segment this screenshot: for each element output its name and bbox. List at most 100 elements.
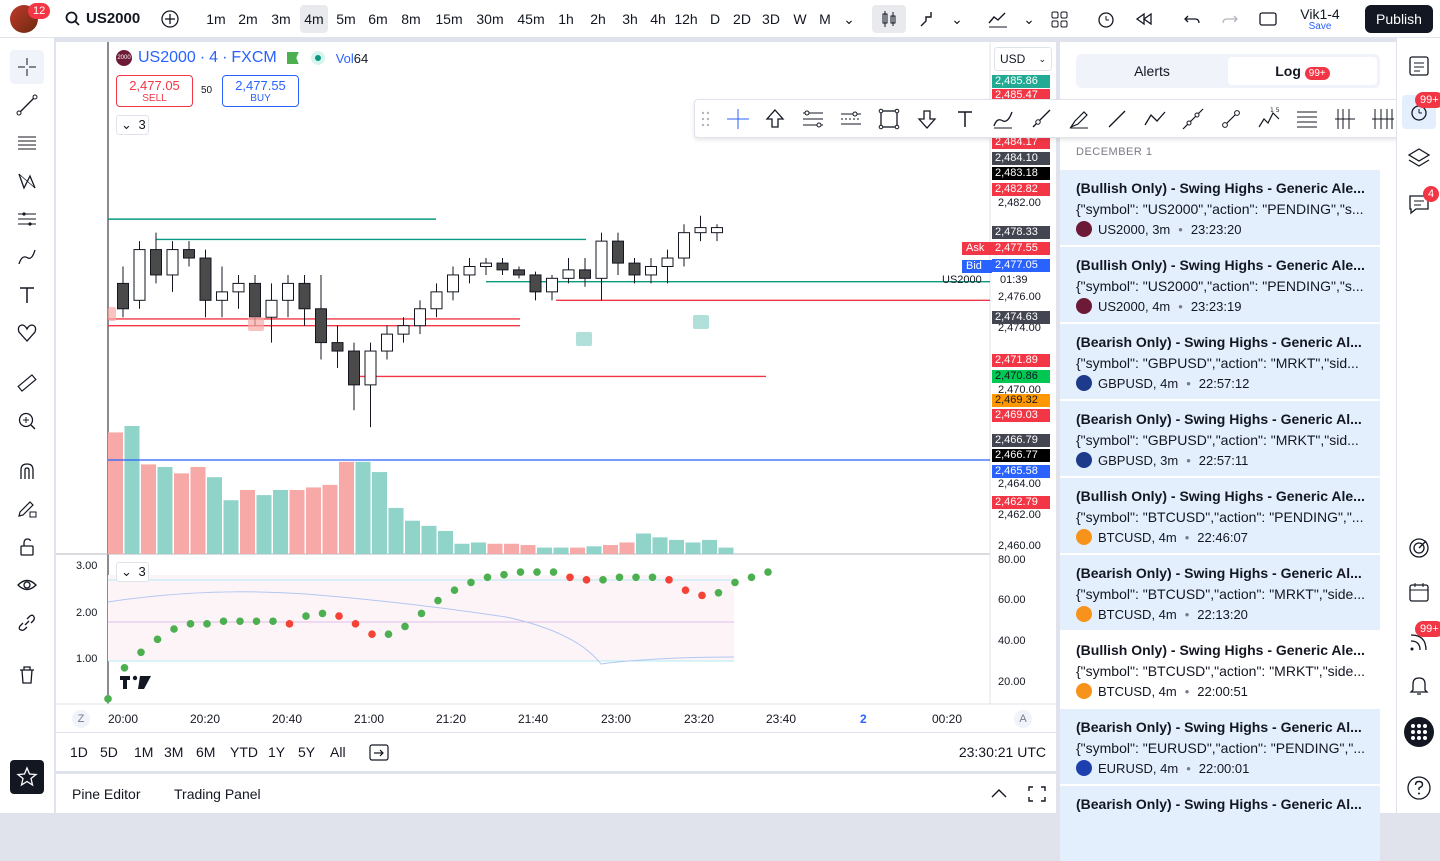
alert-log-item[interactable]: (Bearish Only) - Swing Highs - Generic A… [1060,786,1380,861]
chart-type-dropdown[interactable]: ⌄ [951,11,963,27]
magnet-tool[interactable] [10,454,44,488]
range-1M[interactable]: 1M [134,744,154,760]
flag-icon[interactable] [286,52,299,64]
indicators-dropdown[interactable]: ⌄ [1023,11,1035,27]
dt-trendline[interactable] [1103,105,1131,133]
zoom-tool[interactable] [10,404,44,438]
dt-parallel-channel[interactable] [799,105,827,133]
interval-30m[interactable]: 30m [476,11,504,27]
range-YTD[interactable]: YTD [230,744,258,760]
range-6M[interactable]: 6M [196,744,216,760]
buy-button[interactable]: 2,477.55 BUY [222,75,299,107]
alert-log-item[interactable]: (Bullish Only) - Swing Highs - Generic A… [1060,247,1380,322]
dt-horizontal-ray[interactable] [837,105,865,133]
dt-crosshair[interactable] [724,105,752,133]
measure-tool[interactable] [10,366,44,400]
dt-text[interactable] [951,105,979,133]
goto-date-button[interactable] [368,741,392,763]
dt-gann-fan[interactable] [1369,105,1397,133]
dt-brush[interactable] [989,105,1017,133]
calendar-button[interactable] [1402,575,1436,609]
dt-rectangle[interactable] [875,105,903,133]
interval-3D[interactable]: 3D [762,11,780,27]
interval-4h[interactable]: 4h [650,11,666,27]
bar-chart-type-button[interactable] [914,5,942,33]
currency-select[interactable]: USD ⌄ [994,47,1052,71]
axis-a-button[interactable]: A [1014,710,1032,728]
legend-symbol[interactable]: US2000 [138,49,196,66]
alert-button[interactable] [1092,5,1120,33]
brush-tool[interactable] [10,240,44,274]
help-button[interactable] [1402,771,1436,805]
tab-alerts[interactable]: Alerts [1134,63,1170,79]
dt-fib-timezone[interactable] [1331,105,1359,133]
interval-12h[interactable]: 12h [674,11,698,27]
compare-button[interactable] [156,5,184,33]
interval-15m[interactable]: 15m [435,11,463,27]
symbol-search-button[interactable]: US2000 [60,5,144,33]
interval-1m[interactable]: 1m [206,11,226,27]
fib-tool[interactable] [10,126,44,160]
redo-button[interactable] [1216,5,1244,33]
price-chart[interactable] [56,42,1056,732]
dt-arrow-up[interactable] [761,105,789,133]
range-3M[interactable]: 3M [164,744,184,760]
interval-W[interactable]: W [793,11,807,27]
news-feed-button[interactable] [1402,625,1436,659]
collapse-panel-button[interactable] [988,783,1010,805]
remove-drawings-tool[interactable] [10,658,44,692]
alert-log-item[interactable]: (Bearish Only) - Swing Highs - Generic A… [1060,401,1380,476]
undo-button[interactable] [1178,5,1206,33]
interval-45m[interactable]: 45m [517,11,545,27]
alert-log-item[interactable]: (Bearish Only) - Swing Highs - Generic A… [1060,709,1380,784]
dt-fib-levels[interactable] [1293,105,1321,133]
watchlist-button[interactable] [1402,49,1436,83]
pattern-tool[interactable] [10,164,44,198]
bottom-tab-1[interactable]: Trading Panel [174,786,261,802]
interval-8m[interactable]: 8m [401,11,421,27]
interval-2h[interactable]: 2h [590,11,606,27]
notifications-button[interactable] [1402,668,1436,702]
keep-drawing-tool[interactable] [10,492,44,526]
indicator-collapse-button[interactable]: ⌄ 3 [116,562,149,582]
ideas-button[interactable] [1402,531,1436,565]
trendline-tool[interactable] [10,88,44,122]
indicators-button[interactable] [984,5,1012,33]
axis-z-button[interactable]: Z [72,710,90,728]
fullscreen-button[interactable] [1254,5,1282,33]
toolbar-drag-handle[interactable] [695,105,717,133]
range-1Y[interactable]: 1Y [268,744,286,760]
interval-3h[interactable]: 3h [622,11,638,27]
alert-log-item[interactable]: (Bullish Only) - Swing Highs - Generic A… [1060,632,1380,707]
forecast-tool[interactable] [10,202,44,236]
layouts-button[interactable] [1046,5,1074,33]
hide-drawings-tool[interactable] [10,568,44,602]
replay-button[interactable] [1130,5,1158,33]
clock-label[interactable]: 23:30:21 UTC [958,744,1046,760]
interval-dropdown[interactable]: ⌄ [843,11,855,27]
dt-highlighter[interactable] [1065,105,1093,133]
interval-2D[interactable]: 2D [733,11,751,27]
interval-5m[interactable]: 5m [336,11,356,27]
layout-name-button[interactable]: Vik1-4 Save [1290,6,1350,32]
sell-button[interactable]: 2,477.05 SELL [116,75,193,107]
dt-extended-line[interactable] [1179,105,1207,133]
object-tree-button[interactable] [1402,141,1436,175]
bottom-tab-0[interactable]: Pine Editor [72,786,141,802]
interval-1h[interactable]: 1h [558,11,574,27]
lock-drawings-tool[interactable] [10,530,44,564]
text-tool[interactable] [10,278,44,312]
interval-6m[interactable]: 6m [368,11,388,27]
alert-log-item[interactable]: (Bullish Only) - Swing Highs - Generic A… [1060,478,1380,553]
watchlist-star-button[interactable] [10,760,44,794]
range-5D[interactable]: 5D [100,744,118,760]
candles-chart-type-button[interactable] [872,5,906,33]
dt-ray[interactable] [1027,105,1055,133]
alert-log-item[interactable]: (Bullish Only) - Swing Highs - Generic A… [1060,170,1380,245]
interval-2m[interactable]: 2m [238,11,258,27]
chart-pane[interactable]: 2000 US2000 · 4 · FXCM Vol 64 2,477.05 S… [56,42,1056,732]
products-button[interactable] [1402,715,1436,749]
interval-M[interactable]: M [819,11,831,27]
indicators-collapse-button[interactable]: ⌄ 3 [116,115,149,135]
alert-log-item[interactable]: (Bearish Only) - Swing Highs - Generic A… [1060,555,1380,630]
